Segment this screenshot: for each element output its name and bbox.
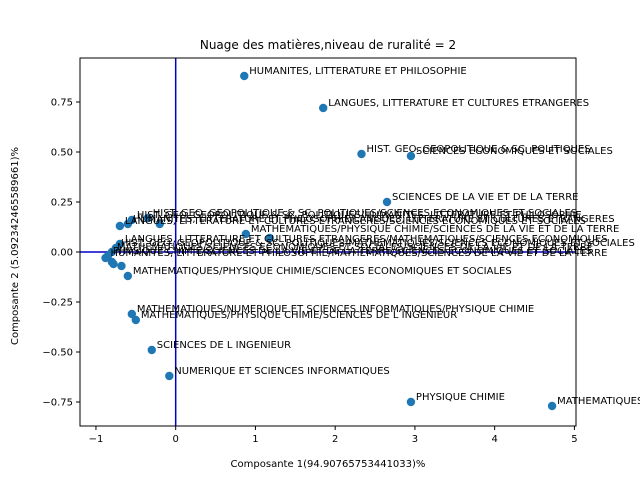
point-label: LANGUES, LITTERATURE ET CULTURES ETRANGE… bbox=[328, 98, 589, 109]
data-point bbox=[155, 219, 164, 229]
point-label: NUMERIQUE ET SCIENCES INFORMATIQUES bbox=[174, 366, 389, 377]
point-label: SCIENCES DE LA VIE ET DE LA TERRE bbox=[392, 192, 578, 203]
point-label: MATHEMATIQUES bbox=[557, 396, 640, 407]
data-point bbox=[406, 397, 416, 407]
point-label: MATHEMATIQUES/SCIENCES ECONOMIQUES ET SO… bbox=[117, 242, 593, 253]
point-label: PHYSIQUE CHIMIE bbox=[416, 392, 505, 403]
point-label: MATHEMATIQUES/PHYSIQUE CHIMIE/SCIENCES D… bbox=[251, 224, 619, 235]
y-tick-label: −0.50 bbox=[42, 348, 73, 359]
data-point bbox=[115, 221, 125, 231]
y-tick-label: 0.75 bbox=[51, 98, 73, 109]
data-point bbox=[319, 103, 328, 113]
data-point bbox=[357, 149, 366, 159]
point-label: MATHEMATIQUES/NUMERIQUE ET SCIENCES INFO… bbox=[137, 304, 534, 315]
y-tick-label: −0.75 bbox=[42, 398, 73, 409]
point-label: HIST. GEO. GEOPOLITIQUE & SC. POLITIQUES… bbox=[137, 210, 582, 221]
x-tick-label: 5 bbox=[571, 434, 577, 445]
x-tick-label: 0 bbox=[173, 434, 179, 445]
x-tick-label: 1 bbox=[252, 434, 258, 445]
points-layer bbox=[101, 71, 557, 411]
point-label: HIST. GEO. GEOPOLITIQUE & SC. POLITIQUES… bbox=[121, 238, 635, 249]
plot-frame bbox=[79, 57, 577, 427]
data-point bbox=[547, 401, 557, 411]
x-tick-label: 3 bbox=[412, 434, 418, 445]
y-tick-label: −0.25 bbox=[42, 298, 73, 309]
point-label: HUMANITES, LITTERATURE ET PHILOSOPHIE bbox=[249, 66, 466, 77]
data-point bbox=[109, 259, 118, 269]
x-tick-label: 4 bbox=[491, 434, 497, 445]
point-label: HIST. GEO. GEOPOLITIQUE & SC. POLITIQUES… bbox=[153, 208, 577, 219]
y-axis-title: Composante 2 (5.092342465589661)% bbox=[10, 147, 21, 345]
point-label: LANGUES, LITTERATURE ET CULTURES ETRANGE… bbox=[125, 234, 608, 245]
point-label: MATHEMATIQUES/PHYSIQUE CHIMIE/SCIENCES D… bbox=[141, 310, 457, 321]
data-point bbox=[240, 71, 249, 81]
data-point bbox=[147, 345, 156, 355]
data-point bbox=[117, 261, 126, 271]
y-tick-label: 0.00 bbox=[51, 248, 73, 259]
point-label: MATHEMATIQUES/PHYSIQUE CHIMIE/SCIENCES E… bbox=[133, 266, 512, 277]
data-point bbox=[165, 371, 174, 381]
point-label: HUMANITES, LITTERATURE ET PHILOSOPHIE/LA… bbox=[133, 214, 615, 225]
data-point bbox=[241, 229, 251, 239]
point-label: SCIENCES DE L INGENIEUR bbox=[157, 340, 291, 351]
y-tick-label: 0.25 bbox=[51, 198, 73, 209]
data-point bbox=[123, 219, 133, 229]
data-point bbox=[382, 197, 392, 207]
data-point bbox=[265, 233, 274, 243]
point-label: HIST. GEO. GEOPOLITIQUE & SC. POLITIQUES bbox=[366, 144, 590, 155]
x-tick-label: 2 bbox=[332, 434, 338, 445]
point-label: PHYSIQUE CHIMIE/SCIENCES DE LA VIE ET DE… bbox=[113, 246, 592, 257]
labels-layer: HUMANITES, LITTERATURE ET PHILOSOPHIE LAN… bbox=[111, 66, 640, 407]
data-point bbox=[123, 271, 133, 281]
data-point bbox=[406, 151, 416, 161]
plot-area: HUMANITES, LITTERATURE ET PHILOSOPHIE LAN… bbox=[42, 57, 640, 445]
chart-title: Nuage des matières,niveau de ruralité = … bbox=[200, 38, 456, 52]
data-point bbox=[131, 315, 141, 325]
data-point bbox=[101, 253, 110, 263]
data-point bbox=[127, 309, 137, 319]
point-label: SCIENCES ECONOMIQUES ET SOCIALES bbox=[416, 146, 613, 157]
x-tick-label: −1 bbox=[89, 434, 104, 445]
x-axis-title: Composante 1(94.90765753441033)% bbox=[231, 459, 426, 470]
point-label: HUMANITES, LITTERATURE ET PHILOSOPHIE/MA… bbox=[111, 248, 608, 259]
point-label: LANGUES, LITTERATURE ET CULTURES ETRANGE… bbox=[125, 216, 586, 227]
y-tick-label: 0.50 bbox=[51, 148, 73, 159]
data-point bbox=[143, 213, 152, 223]
